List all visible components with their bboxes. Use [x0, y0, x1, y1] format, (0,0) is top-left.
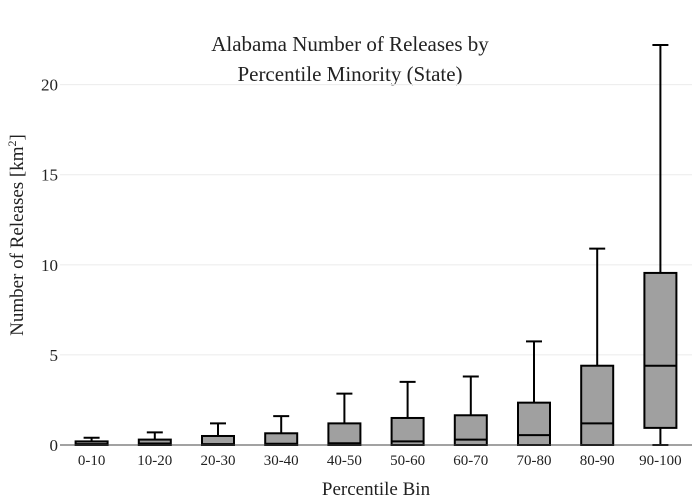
box-80-90 — [580, 247, 615, 447]
y-tick-label: 15 — [41, 166, 58, 185]
box-60-70 — [453, 375, 488, 446]
chart-title-line-1: Alabama Number of Releases by — [211, 32, 489, 56]
x-tick-label: 40-50 — [327, 453, 362, 469]
iqr-box — [643, 271, 678, 429]
y-tick-label: 0 — [50, 436, 59, 455]
chart-title-line-2: Percentile Minority (State) — [237, 62, 462, 86]
x-tick-label: 50-60 — [390, 453, 425, 469]
box-40-50 — [327, 392, 362, 447]
box-50-60 — [390, 380, 425, 446]
box-70-80 — [517, 340, 551, 446]
y-tick-label: 5 — [50, 346, 59, 365]
box-10-20 — [137, 431, 172, 447]
iqr-box — [327, 422, 362, 447]
x-tick-label: 0-10 — [78, 453, 106, 469]
boxes — [74, 44, 678, 447]
y-axis-title-close: ] — [7, 134, 28, 140]
x-tick-label: 20-30 — [201, 453, 236, 469]
x-tick-label: 60-70 — [453, 453, 488, 469]
y-tick-label: 10 — [41, 256, 58, 275]
x-tick-label: 90-100 — [639, 453, 682, 469]
y-axis-title-superscript: 2 — [5, 140, 19, 146]
y-tick-labels: 0 5 10 15 20 — [41, 76, 58, 455]
y-tick-label: 20 — [41, 76, 58, 95]
box-90-100 — [643, 44, 678, 446]
x-tick-label: 30-40 — [264, 453, 299, 469]
x-tick-labels: 0-10 10-20 20-30 30-40 40-50 50-60 60-70 70-80 8… — [78, 453, 682, 469]
x-axis-title: Percentile Bin — [322, 479, 431, 500]
gridlines — [60, 84, 692, 356]
x-tick-label: 80-90 — [580, 453, 615, 469]
iqr-box — [580, 364, 615, 447]
iqr-box — [517, 401, 551, 446]
x-tick-label: 70-80 — [517, 453, 552, 469]
x-tick-label: 10-20 — [137, 453, 172, 469]
y-axis-title-main: Number of Releases [km — [7, 146, 28, 336]
y-axis-title: Number of Releases [km2] — [5, 134, 28, 336]
